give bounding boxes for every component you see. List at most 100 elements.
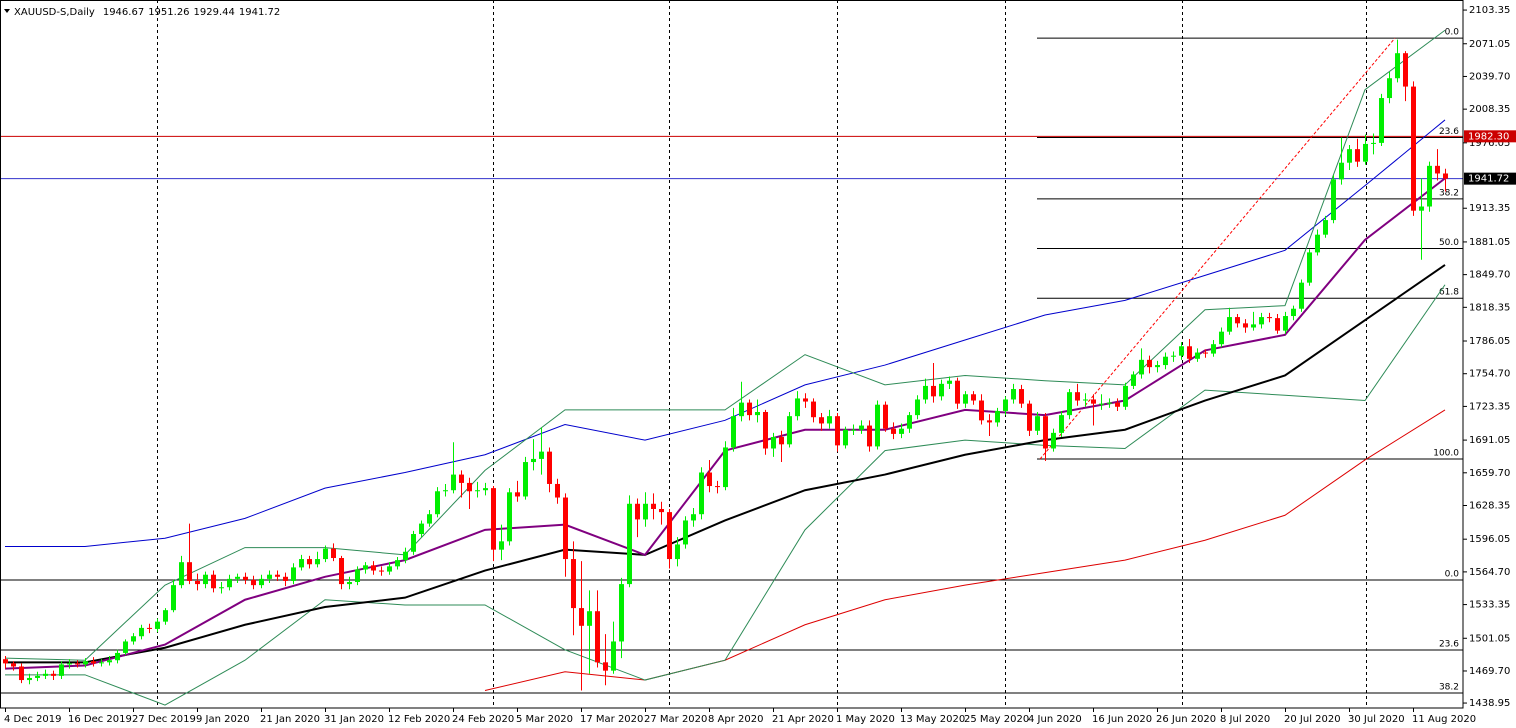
candle-body <box>675 544 680 560</box>
candle-body <box>1155 365 1160 368</box>
candle-body <box>779 437 784 445</box>
candle-body <box>1443 173 1448 179</box>
candle-body <box>843 429 848 446</box>
candle-body <box>443 490 448 492</box>
candle-body <box>651 503 656 509</box>
plot-layer: 0.0 23.6 38.2 50.0 61.8 100.0 0.0 23.6 38.2 <box>0 28 1463 706</box>
candle-body <box>403 551 408 561</box>
indicator-line <box>5 119 1446 548</box>
candle-body <box>683 520 688 545</box>
candle-body <box>1075 392 1080 401</box>
candle-body <box>107 660 112 663</box>
candle-body <box>227 578 232 588</box>
candle-body <box>131 636 136 642</box>
candle-body <box>51 673 56 676</box>
x-tick-label: 11 Aug 2020 <box>1412 714 1476 725</box>
candle-body <box>795 398 800 417</box>
candle-body <box>251 579 256 586</box>
candle-body <box>555 483 560 498</box>
x-tick-label: 1 May 2020 <box>836 714 895 725</box>
candle-body <box>1371 142 1376 144</box>
candle-body <box>1235 317 1240 324</box>
menu-arrow[interactable] <box>4 9 10 13</box>
candle-body <box>491 488 496 550</box>
candle-body <box>187 562 192 581</box>
candle-body <box>739 402 744 417</box>
x-tick-label: 9 Jan 2020 <box>196 714 250 725</box>
candle-body <box>547 451 552 484</box>
candle-body <box>619 584 624 642</box>
candle-body <box>1059 415 1064 433</box>
candle-body <box>939 383 944 397</box>
fib-label: 0.0 <box>1445 28 1460 38</box>
candle-body <box>803 398 808 402</box>
candle-body <box>1051 432 1056 449</box>
fib-label: 38.2 <box>1439 188 1459 198</box>
candle-body <box>347 582 352 585</box>
y-tick-label: 1469.70 <box>1469 666 1510 677</box>
candle-body <box>1267 317 1272 319</box>
candle-body <box>827 416 832 424</box>
candle-body <box>459 474 464 483</box>
candle-body <box>907 415 912 429</box>
x-tick-label: 30 Jul 2020 <box>1348 714 1405 725</box>
x-tick-label: 13 May 2020 <box>900 714 965 725</box>
candle-body <box>787 416 792 445</box>
candle-body <box>915 399 920 416</box>
y-tick-label: 1659.70 <box>1469 468 1510 479</box>
candle-body <box>707 472 712 487</box>
candle-body <box>1179 346 1184 356</box>
candle-body <box>731 416 736 448</box>
candle-body <box>483 488 488 491</box>
candle-body <box>27 677 32 681</box>
last-high: 1951.26 <box>148 7 189 18</box>
candle-body <box>811 401 816 418</box>
candle-body <box>275 574 280 577</box>
last-open: 1946.67 <box>103 7 144 18</box>
candle-body <box>515 492 520 497</box>
candle-body <box>819 417 824 424</box>
fib-label: 23.6 <box>1439 640 1459 650</box>
fib-label: 100.0 <box>1433 449 1459 459</box>
candle-body <box>691 514 696 521</box>
candle-body <box>1251 324 1256 328</box>
candle-body <box>1003 399 1008 411</box>
candle-body <box>1083 399 1088 401</box>
candle-body <box>1203 352 1208 354</box>
candle-body <box>1331 179 1336 221</box>
y-tick-label: 1438.95 <box>1469 698 1510 709</box>
candle-body <box>1379 98 1384 143</box>
candle-body <box>75 663 80 665</box>
x-tick-label: 4 Jun 2020 <box>1028 714 1082 725</box>
candle-body <box>411 534 416 552</box>
y-tick-label: 1723.35 <box>1469 401 1510 412</box>
candle-body <box>115 652 120 661</box>
candle-body <box>435 491 440 515</box>
x-tick-label: 27 Mar 2020 <box>644 714 707 725</box>
candle-body <box>195 580 200 585</box>
candle-body <box>1019 389 1024 404</box>
candle-body <box>1387 78 1392 99</box>
candle-body <box>259 578 264 586</box>
candle-body <box>219 587 224 589</box>
bid-price-box <box>1464 172 1516 185</box>
x-tick-label: 21 Apr 2020 <box>772 714 834 725</box>
y-tick-label: 1596.05 <box>1469 534 1510 545</box>
candle-body <box>59 664 64 676</box>
y-tick-label: 1881.05 <box>1469 237 1510 248</box>
candle-body <box>1131 374 1136 386</box>
x-tick-label: 24 Feb 2020 <box>452 714 514 725</box>
bid-price-label: 1941.72 <box>1468 174 1509 185</box>
candle-body <box>603 662 608 671</box>
y-tick-label: 1818.35 <box>1469 302 1510 313</box>
candle-body <box>699 472 704 515</box>
candle-body <box>1035 416 1040 431</box>
candle-body <box>859 425 864 430</box>
candle-body <box>203 574 208 585</box>
alert-price-label: 1982.30 <box>1468 131 1509 142</box>
candle-body <box>747 402 752 416</box>
candle-body <box>1195 352 1200 359</box>
candle-body <box>1107 402 1112 404</box>
